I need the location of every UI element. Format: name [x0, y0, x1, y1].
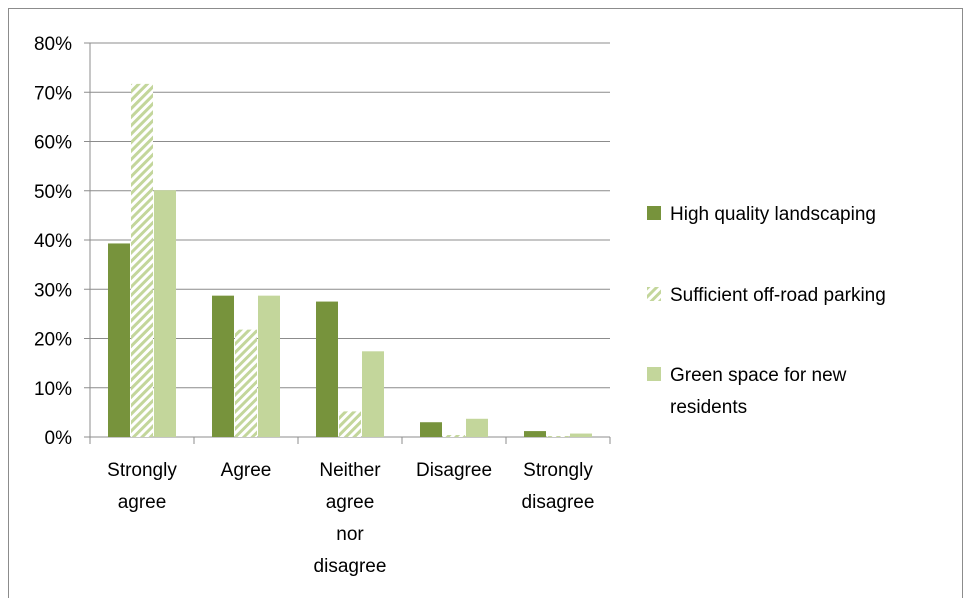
legend: High quality landscaping Sufficient off-r… [647, 204, 886, 418]
legend-swatch [647, 206, 661, 220]
legend-entry: Green space for new [670, 365, 847, 386]
bar [108, 243, 130, 437]
x-tick-label: disagree [522, 492, 595, 513]
y-tick-label: 10% [34, 379, 72, 400]
y-tick-label: 70% [34, 83, 72, 104]
bar [443, 435, 465, 437]
y-tick-label: 60% [34, 133, 72, 154]
bar [547, 436, 569, 437]
bar [570, 433, 592, 437]
bar [235, 329, 257, 437]
x-tick-label: Agree [221, 460, 272, 481]
bar [339, 411, 361, 437]
legend-entry: residents [670, 397, 747, 418]
bar [362, 351, 384, 437]
y-tick-labels: 0% 10% 20% 30% 40% 50% 60% 70% 80% [34, 34, 72, 449]
bar [420, 422, 442, 437]
bar [212, 295, 234, 437]
x-tick-label: agree [326, 492, 375, 513]
y-tick-label: 20% [34, 330, 72, 351]
x-tick-label: nor [336, 524, 364, 545]
bars [108, 83, 592, 437]
legend-entry: High quality landscaping [670, 204, 876, 225]
bar [524, 431, 546, 437]
bar [466, 418, 488, 437]
y-tick-label: 40% [34, 231, 72, 252]
legend-entry: Sufficient off-road parking [670, 285, 886, 306]
bar [258, 295, 280, 437]
y-tick-label: 0% [45, 428, 73, 449]
legend-swatch [647, 367, 661, 381]
y-tick-label: 80% [34, 34, 72, 55]
x-tick-label: Disagree [416, 460, 492, 481]
y-tick-label: 30% [34, 280, 72, 301]
x-tick-label: disagree [314, 556, 387, 577]
y-tick-label: 50% [34, 182, 72, 203]
legend-swatch [647, 287, 661, 301]
x-tick-label: agree [118, 492, 167, 513]
bar [316, 301, 338, 437]
x-tick-label: Strongly [107, 460, 177, 481]
x-tick-label: Strongly [523, 460, 593, 481]
x-tick-label: Neither [319, 460, 381, 481]
bar [131, 83, 153, 437]
gridlines [90, 42, 610, 389]
x-tick-labels: Strongly agree Agree Neither agree nor disagre… [107, 460, 594, 577]
bar [154, 190, 176, 437]
